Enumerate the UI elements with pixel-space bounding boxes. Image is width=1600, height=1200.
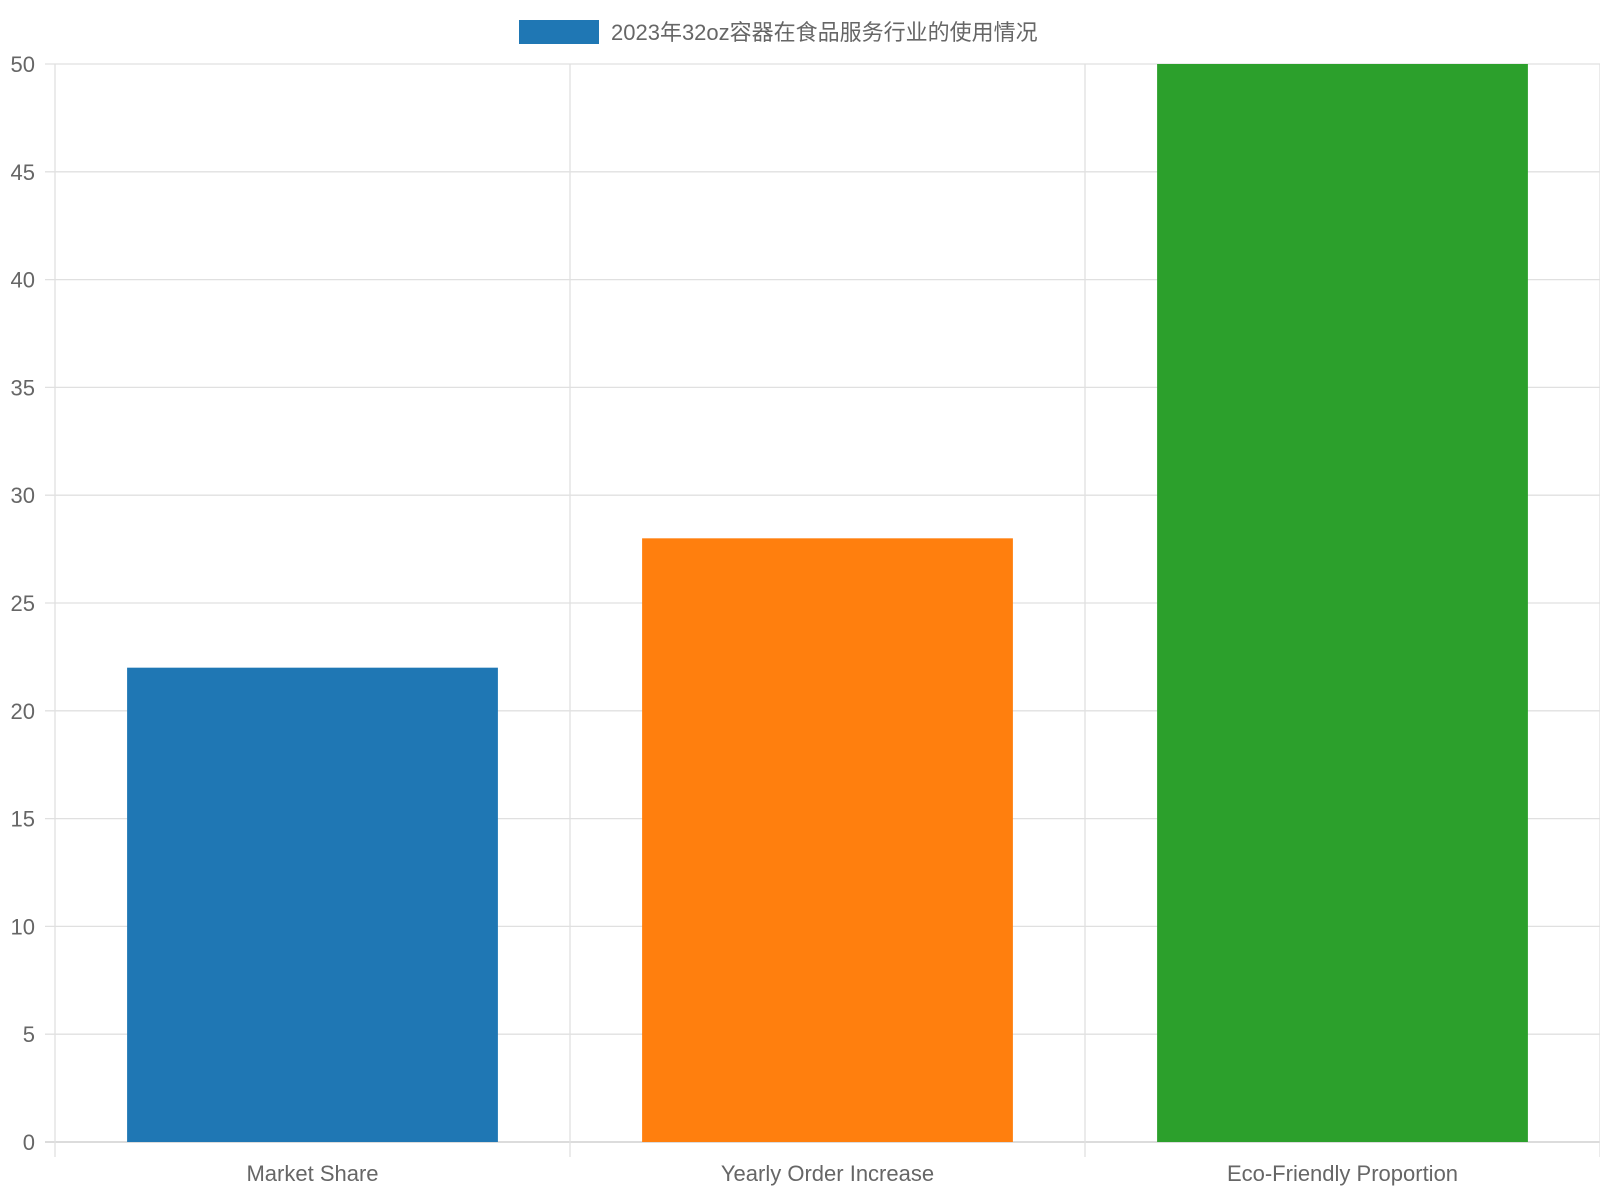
legend-swatch[interactable] — [519, 20, 599, 44]
y-tick-label: 5 — [23, 1022, 35, 1047]
y-tick-label: 10 — [11, 914, 35, 939]
bar — [127, 667, 498, 1142]
legend-label[interactable]: 2023年32oz容器在食品服务行业的使用情况 — [611, 20, 1038, 45]
x-tick-label: Eco-Friendly Proportion — [1227, 1161, 1458, 1186]
y-tick-label: 25 — [11, 591, 35, 616]
y-tick-label: 30 — [11, 483, 35, 508]
y-tick-label: 15 — [11, 807, 35, 832]
x-tick-label: Yearly Order Increase — [721, 1161, 934, 1186]
y-tick-label: 35 — [11, 375, 35, 400]
y-tick-label: 50 — [11, 52, 35, 77]
bar — [1157, 64, 1528, 1142]
y-tick-label: 40 — [11, 268, 35, 293]
y-tick-label: 20 — [11, 699, 35, 724]
bar — [642, 538, 1013, 1142]
axes: 0 5 10 15 20 25 30 35 40 45 50 Market Share Yearly O… — [11, 52, 1459, 1186]
legend[interactable]: 2023年32oz容器在食品服务行业的使用情况 — [519, 20, 1038, 45]
x-tick-label: Market Share — [246, 1161, 378, 1186]
y-tick-label: 45 — [11, 160, 35, 185]
bars — [127, 64, 1528, 1142]
y-tick-label: 0 — [23, 1130, 35, 1155]
